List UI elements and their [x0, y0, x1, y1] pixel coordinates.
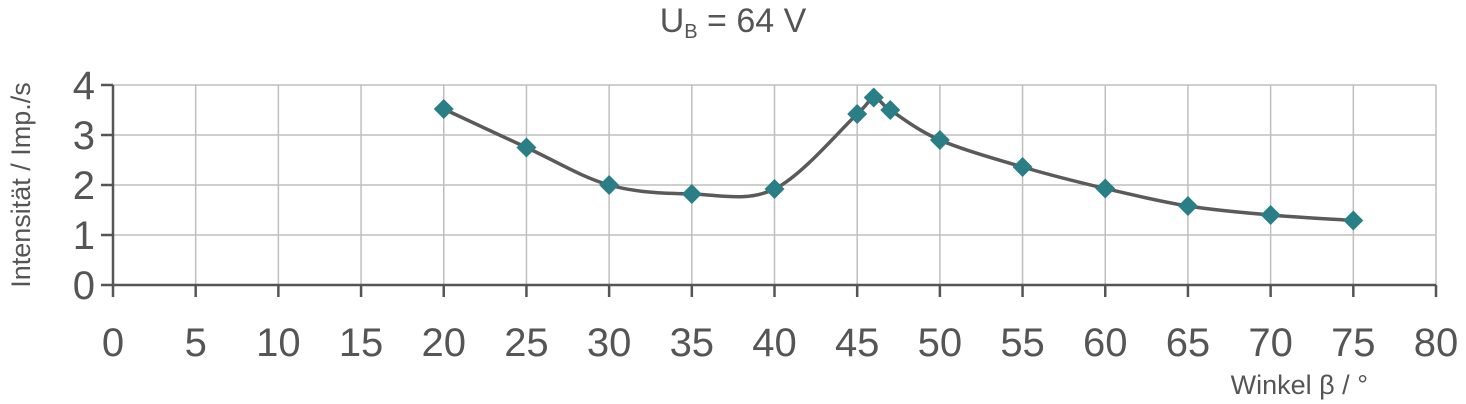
chart-title-main: U [659, 2, 685, 40]
x-tick-label-65: 65 [1166, 321, 1211, 365]
y-axis-label: Intensität / Imp./s [6, 82, 36, 288]
x-tick-label-60: 60 [1083, 321, 1128, 365]
chart-title-subscript: B [684, 21, 698, 43]
data-point-75 [1343, 210, 1364, 231]
x-tick-label-80: 80 [1414, 321, 1459, 365]
x-tick-label-0: 0 [102, 321, 124, 365]
x-tick-label-20: 20 [422, 321, 467, 365]
x-tick-labels: 0 5 10 15 20 25 30 35 40 45 50 55 60 65 70 75 80 [102, 321, 1458, 365]
x-axis-label: Winkel β / ° [1231, 370, 1368, 400]
series-curve [443, 95, 1354, 223]
x-tick-label-10: 10 [256, 321, 301, 365]
data-point-20 [433, 99, 454, 119]
x-tick-label-40: 40 [752, 321, 797, 365]
data-point-70 [1260, 205, 1281, 225]
data-point-47 [880, 100, 901, 120]
data-point-35 [681, 184, 702, 204]
data-point-55 [1012, 157, 1033, 177]
data-point-40 [764, 179, 785, 199]
x-tick-label-55: 55 [1000, 321, 1045, 365]
x-tick-label-75: 75 [1331, 321, 1376, 365]
y-tick-label-1: 1 [73, 214, 95, 258]
grid-lines [113, 84, 1437, 285]
chart-title-rest: = 64 V [697, 2, 807, 40]
data-point-30 [599, 175, 620, 195]
data-point-60 [1095, 178, 1116, 199]
y-tick-labels: 0 1 2 3 4 [73, 64, 95, 308]
data-point-25 [516, 137, 537, 158]
data-point-46 [863, 87, 884, 108]
y-tick-label-3: 3 [73, 114, 95, 158]
chart-title: UB = 64 V [0, 2, 1466, 44]
y-tick-label-2: 2 [73, 164, 95, 208]
x-tick-label-30: 30 [587, 321, 632, 365]
x-tick-label-35: 35 [670, 321, 715, 365]
x-tick-label-50: 50 [918, 321, 963, 365]
x-tick-label-5: 5 [185, 321, 207, 365]
series-markers [433, 87, 1364, 231]
data-point-65 [1177, 196, 1198, 216]
data-point-50 [929, 130, 950, 150]
y-tick-label-0: 0 [73, 264, 95, 308]
data-point-45 [847, 104, 868, 124]
y-tick-label-4: 4 [73, 64, 95, 108]
x-tick-label-70: 70 [1248, 321, 1293, 365]
x-tick-label-25: 25 [504, 321, 549, 365]
axes [101, 83, 1438, 297]
x-tick-label-45: 45 [835, 321, 880, 365]
x-tick-label-15: 15 [339, 321, 384, 365]
